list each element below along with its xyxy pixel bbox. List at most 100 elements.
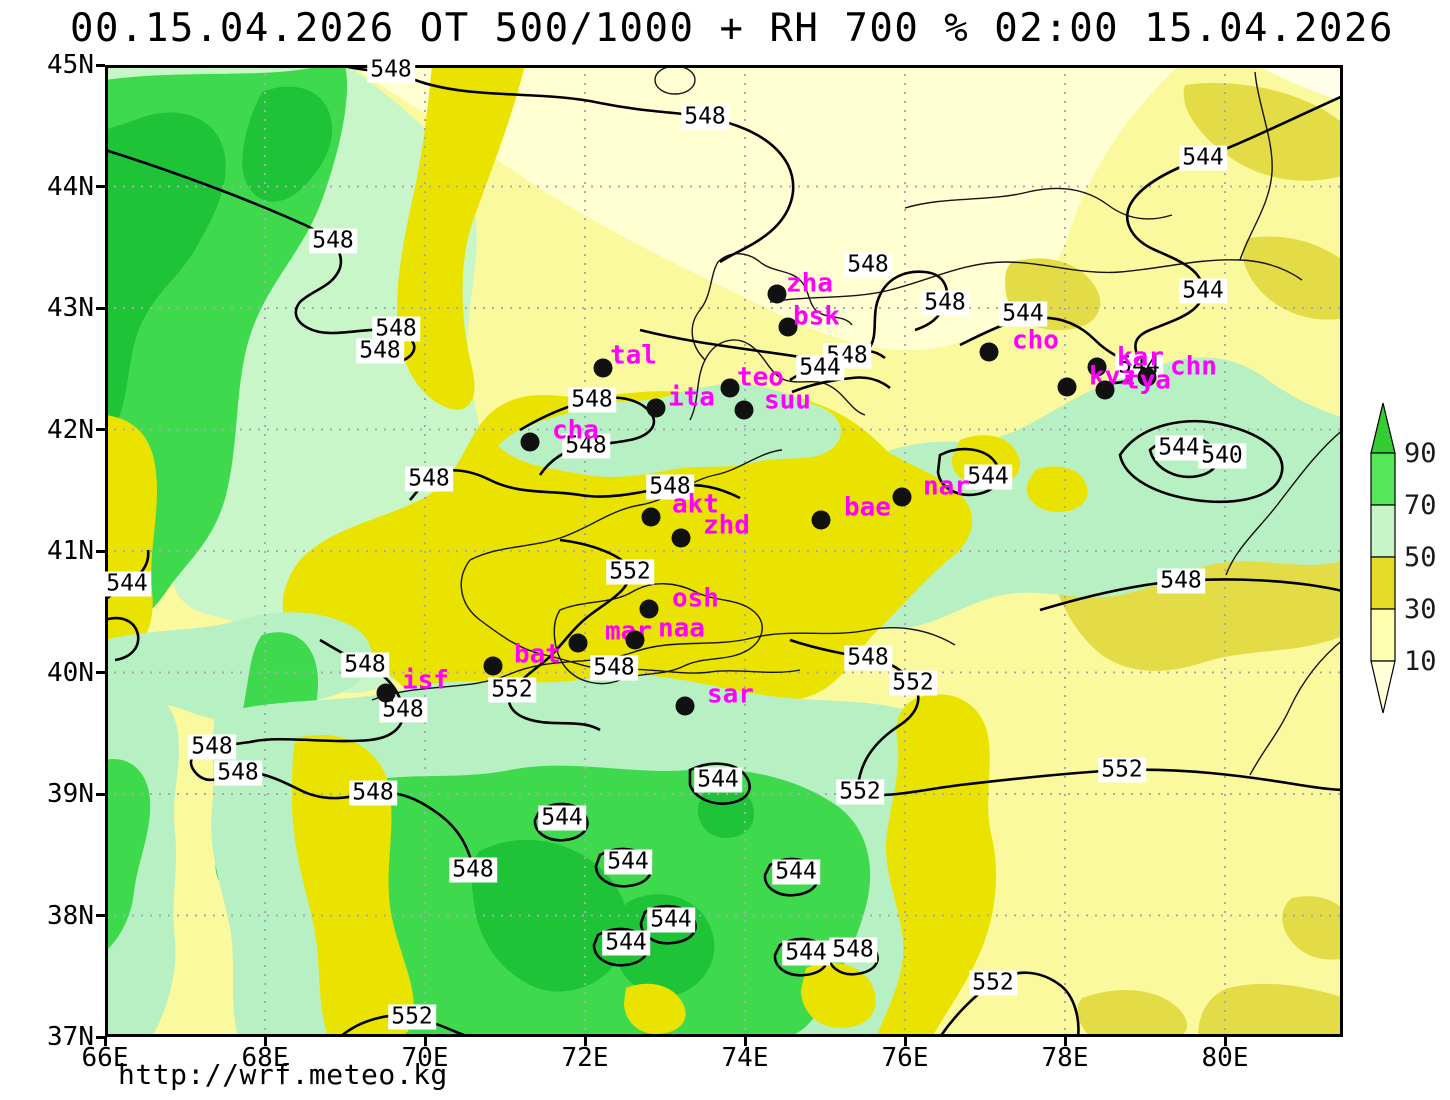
y-axis-tick [96, 306, 105, 310]
station-dot-cha [520, 432, 540, 452]
station-dot-sar [675, 696, 695, 716]
contour-label: 548 [309, 228, 357, 254]
x-axis-label: 78E [1041, 1043, 1089, 1073]
y-axis-tick [96, 549, 105, 553]
legend-value: 50 [1404, 542, 1437, 573]
station-label-suu: suu [764, 385, 811, 416]
station-label-nar: nar [923, 471, 970, 502]
x-axis-tick [1063, 1037, 1067, 1046]
contour-label: 548 [844, 645, 892, 671]
y-axis-tick [96, 1035, 105, 1039]
station-label-naa: naa [658, 613, 705, 644]
station-label-bsk: bsk [793, 301, 840, 332]
contour-label: 548 [405, 466, 453, 492]
station-dot-bat [483, 656, 503, 676]
station-dot-osh [639, 599, 659, 619]
x-axis-tick [583, 1037, 587, 1046]
legend-arrow-below-10 [1370, 660, 1396, 714]
legend-band [1370, 452, 1396, 506]
contour-label: 544 [796, 355, 844, 381]
station-dot-zha [767, 284, 787, 304]
contour-label: 548 [829, 937, 877, 963]
contour-label: 540 [1198, 443, 1246, 469]
station-label-osh: osh [672, 583, 719, 614]
x-axis-tick [103, 1037, 107, 1046]
y-axis-label: 39N [47, 779, 94, 809]
station-dot-tya [1095, 380, 1115, 400]
x-axis-label: 76E [881, 1043, 929, 1073]
station-label-zha: zha [786, 268, 833, 299]
x-axis-tick [1223, 1037, 1227, 1046]
y-axis-label: 40N [47, 657, 94, 688]
station-dot-kyz [1057, 377, 1077, 397]
legend-arrow-above-90 [1370, 402, 1396, 454]
station-dot-nar [892, 487, 912, 507]
contour-label: 548 [590, 655, 638, 681]
station-label-bae: bae [844, 492, 891, 523]
contour-label: 548 [214, 760, 262, 786]
contour-label: 548 [844, 252, 892, 278]
station-dot-teo [720, 378, 740, 398]
legend-band [1370, 608, 1396, 662]
x-axis-label: 66E [81, 1043, 129, 1073]
contour-label: 548 [1157, 568, 1205, 594]
x-axis-label: 74E [721, 1043, 769, 1073]
contour-label: 548 [341, 652, 389, 678]
contour-label: 548 [568, 387, 616, 413]
y-axis-label: 43N [47, 293, 94, 323]
contour-label: 544 [103, 571, 151, 597]
station-label-isf: isf [402, 665, 449, 696]
y-axis-tick [96, 914, 105, 917]
y-axis-label: 38N [47, 900, 94, 931]
station-dot-cho [979, 342, 999, 362]
station-label-sar: sar [707, 679, 754, 710]
station-dot-tal [593, 358, 613, 378]
station-dot-zhd [671, 528, 691, 548]
contour-label: 548 [372, 316, 420, 342]
station-label-cho: cho [1012, 325, 1059, 356]
y-axis-label: 37N [47, 1022, 94, 1052]
contour-label: 544 [604, 849, 652, 875]
contour-label: 548 [921, 290, 969, 316]
y-axis-label: 42N [47, 414, 94, 445]
contour-label: 544 [1179, 278, 1227, 304]
contour-label: 548 [646, 474, 694, 500]
station-dot-bae [811, 510, 831, 530]
contour-label: 544 [964, 464, 1012, 490]
station-dot-isf [376, 683, 396, 703]
station-dot-bsk [778, 317, 798, 337]
station-dot-ita [646, 398, 666, 418]
legend-band [1370, 504, 1396, 558]
contour-label: 552 [606, 559, 654, 585]
contour-label: 544 [602, 930, 650, 956]
x-axis-tick [423, 1037, 427, 1046]
rh-shading-and-contours [105, 65, 1343, 1037]
x-axis-label: 72E [561, 1043, 609, 1073]
station-dot-naa [625, 630, 645, 650]
legend-value: 90 [1404, 438, 1437, 469]
contour-label: 552 [969, 970, 1017, 996]
y-axis-tick [96, 671, 105, 674]
station-label-tal: tal [610, 340, 657, 371]
station-dot-mar [568, 633, 588, 653]
contour-label: 552 [488, 677, 536, 703]
contour-label: 552 [388, 1004, 436, 1030]
station-label-bat: bat [514, 639, 561, 670]
contour-label: 544 [772, 859, 820, 885]
contour-label: 548 [356, 338, 404, 364]
contour-label: 544 [538, 805, 586, 831]
y-axis-tick [96, 185, 105, 188]
contour-label: 548 [562, 433, 610, 459]
station-dot-kar [1087, 357, 1107, 377]
station-dot-suu [734, 400, 754, 420]
contour-label: 548 [188, 734, 236, 760]
contour-label: 552 [889, 670, 937, 696]
station-label-teo: teo [737, 362, 784, 393]
contour-label: 544 [1179, 145, 1227, 171]
station-label-zhd: zhd [703, 510, 750, 541]
contour-label: 544 [647, 907, 695, 933]
contour-label: 544 [694, 767, 742, 793]
map-title: 00.15.04.2026 OT 500/1000 + RH 700 % 02:… [70, 6, 1394, 51]
y-axis-tick [96, 63, 105, 67]
